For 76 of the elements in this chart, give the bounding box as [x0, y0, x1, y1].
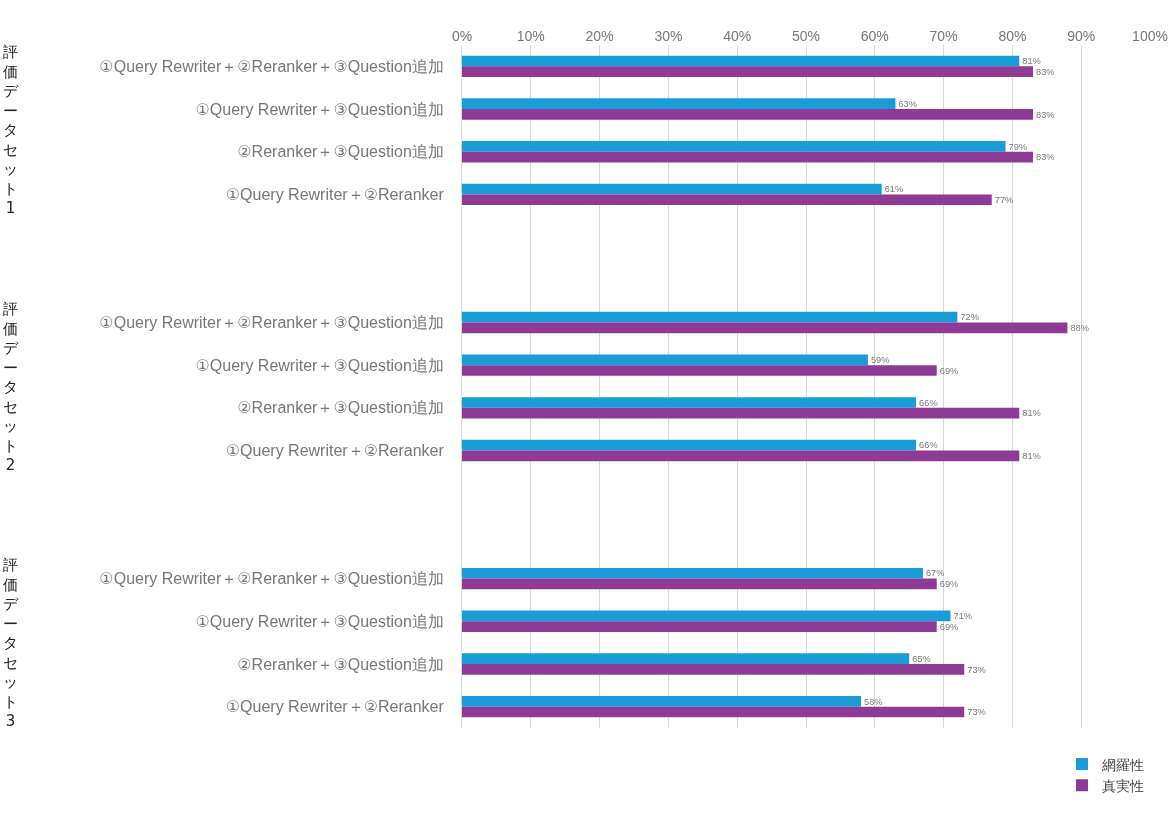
data-label: 72% [960, 312, 979, 323]
bar [462, 695, 862, 707]
x-tick-label: 70% [929, 28, 958, 45]
text: 評価データセット2 [3, 300, 18, 474]
bar [462, 55, 1020, 67]
data-label: 77% [994, 194, 1014, 205]
bar [462, 663, 965, 675]
bar [462, 365, 937, 376]
y-tick-label: ①Query Rewriter＋③Question追加 [195, 612, 444, 630]
y-tick-label: ①Query Rewriter＋③Question追加 [195, 356, 444, 374]
data-label: 71% [953, 611, 972, 622]
bar [462, 141, 1006, 152]
data-label: 66% [919, 440, 938, 451]
bar [462, 98, 896, 110]
bar [462, 439, 917, 451]
x-tick-label: 10% [516, 28, 545, 45]
data-label: 83% [1036, 109, 1055, 120]
data-label: 63% [898, 98, 917, 109]
x-tick-label: 60% [860, 28, 889, 45]
bar [462, 183, 882, 195]
data-label: 73% [967, 664, 986, 675]
y-tick-label: ①Query Rewriter＋②Reranker [225, 442, 445, 460]
x-tick-label: 100% [1132, 28, 1168, 45]
data-label: 58% [864, 696, 883, 707]
bar [462, 610, 951, 622]
y-tick-label: ①Query Rewriter＋②Reranker＋③Question追加 [99, 570, 444, 588]
x-tick-label: 20% [585, 28, 614, 45]
data-label: 88% [1070, 323, 1089, 334]
bar [462, 397, 917, 408]
bar [462, 109, 1034, 120]
bar [462, 311, 958, 323]
data-label: 59% [870, 355, 890, 366]
x-tick-label: 80% [998, 28, 1027, 45]
x-tick-label: 90% [1067, 28, 1096, 45]
legend-label: 真実性 [1102, 777, 1144, 794]
data-label: 73% [967, 707, 986, 718]
legend-label: 網羅性 [1101, 756, 1144, 773]
data-label: 83% [1036, 66, 1055, 77]
bar [462, 322, 1068, 334]
bar [462, 407, 1020, 419]
y-tick-label: ①Query Rewriter＋②Reranker [225, 186, 445, 204]
data-label: 65% [912, 653, 931, 664]
y-tick-label: ①Query Rewriter＋③Question追加 [195, 100, 444, 118]
bar [462, 567, 923, 579]
data-label: 81% [1022, 451, 1041, 462]
y-tick-label: ②Reranker＋③Question追加 [237, 655, 444, 673]
data-label: 69% [939, 579, 959, 590]
data-label: 67% [925, 568, 945, 579]
y-tick-label: ②Reranker＋③Question追加 [237, 399, 444, 417]
data-label: 69% [939, 621, 959, 632]
text: 評価データセット1 [3, 43, 18, 217]
data-label: 81% [1022, 56, 1041, 67]
data-label: 81% [1022, 408, 1041, 419]
data-label: 83% [1036, 152, 1055, 163]
text: 評価データセット3 [3, 556, 18, 730]
bar [462, 706, 965, 718]
x-tick-label: 30% [654, 28, 683, 45]
y-tick-label: ①Query Rewriter＋②Reranker [225, 698, 445, 716]
bar [462, 151, 1034, 163]
data-label: 61% [884, 184, 904, 195]
bar [462, 194, 992, 206]
y-tick-label: ①Query Rewriter＋②Reranker＋③Question追加 [99, 314, 444, 332]
x-tick-label: 0% [451, 28, 473, 45]
bar [462, 354, 868, 366]
x-tick-label: 40% [723, 28, 752, 45]
y-tick-label: ①Query Rewriter＋②Reranker＋③Question追加 [99, 57, 444, 75]
bar [462, 66, 1034, 78]
data-label: 66% [919, 397, 938, 408]
bar [462, 653, 910, 664]
data-label: 79% [1008, 141, 1028, 152]
y-tick-label: ②Reranker＋③Question追加 [237, 143, 444, 161]
bar [462, 578, 937, 590]
bar [462, 621, 937, 632]
bar [462, 450, 1020, 462]
data-label: 69% [939, 365, 959, 376]
x-tick-label: 50% [791, 28, 821, 45]
